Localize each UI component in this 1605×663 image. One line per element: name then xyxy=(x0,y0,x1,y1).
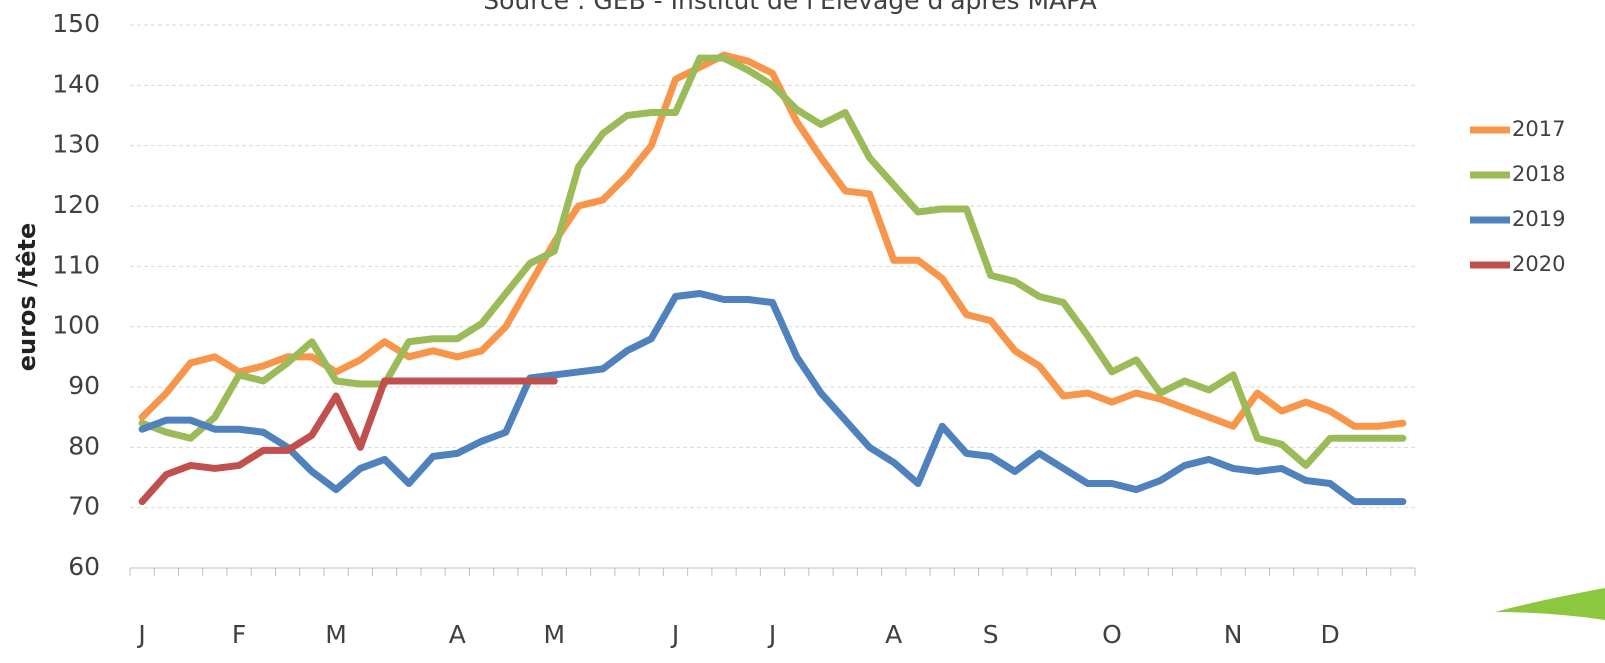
x-tick-label: S xyxy=(983,620,999,649)
y-tick-label: 120 xyxy=(52,190,100,219)
y-tick-label: 100 xyxy=(52,311,100,340)
legend-label: 2020 xyxy=(1512,252,1565,276)
x-tick-label: M xyxy=(544,620,566,649)
series-line xyxy=(138,51,1407,430)
y-tick-label: 60 xyxy=(68,552,100,581)
x-tick-label: D xyxy=(1321,620,1340,649)
x-tick-label: F xyxy=(232,620,246,649)
chart-subtitle: Source : GEB - Institut de l'Elevage d'a… xyxy=(483,0,1097,15)
x-tick-label: A xyxy=(449,620,466,649)
y-tick-label: 90 xyxy=(68,371,100,400)
x-tick-label: O xyxy=(1102,620,1122,649)
y-tick-label: 80 xyxy=(68,431,100,460)
y-tick-label: 150 xyxy=(52,9,100,38)
legend-label: 2018 xyxy=(1512,162,1565,186)
series-line xyxy=(138,54,1407,469)
x-tick-label: M xyxy=(325,620,347,649)
x-tick-label: N xyxy=(1224,620,1243,649)
x-tick-label: A xyxy=(885,620,902,649)
y-tick-label: 130 xyxy=(52,130,100,159)
legend-label: 2019 xyxy=(1512,207,1565,231)
logo xyxy=(1492,588,1605,654)
legend-label: 2017 xyxy=(1512,117,1565,141)
y-tick-label: 70 xyxy=(68,492,100,521)
y-tick-label: 140 xyxy=(52,69,100,98)
series-line xyxy=(138,289,1407,506)
y-axis-label: euros /tête xyxy=(13,223,41,372)
x-tick-label: J xyxy=(767,620,776,649)
series-line xyxy=(138,377,558,506)
y-tick-label: 110 xyxy=(52,250,100,279)
x-tick-label: J xyxy=(670,620,679,649)
x-tick-label: J xyxy=(136,620,145,649)
